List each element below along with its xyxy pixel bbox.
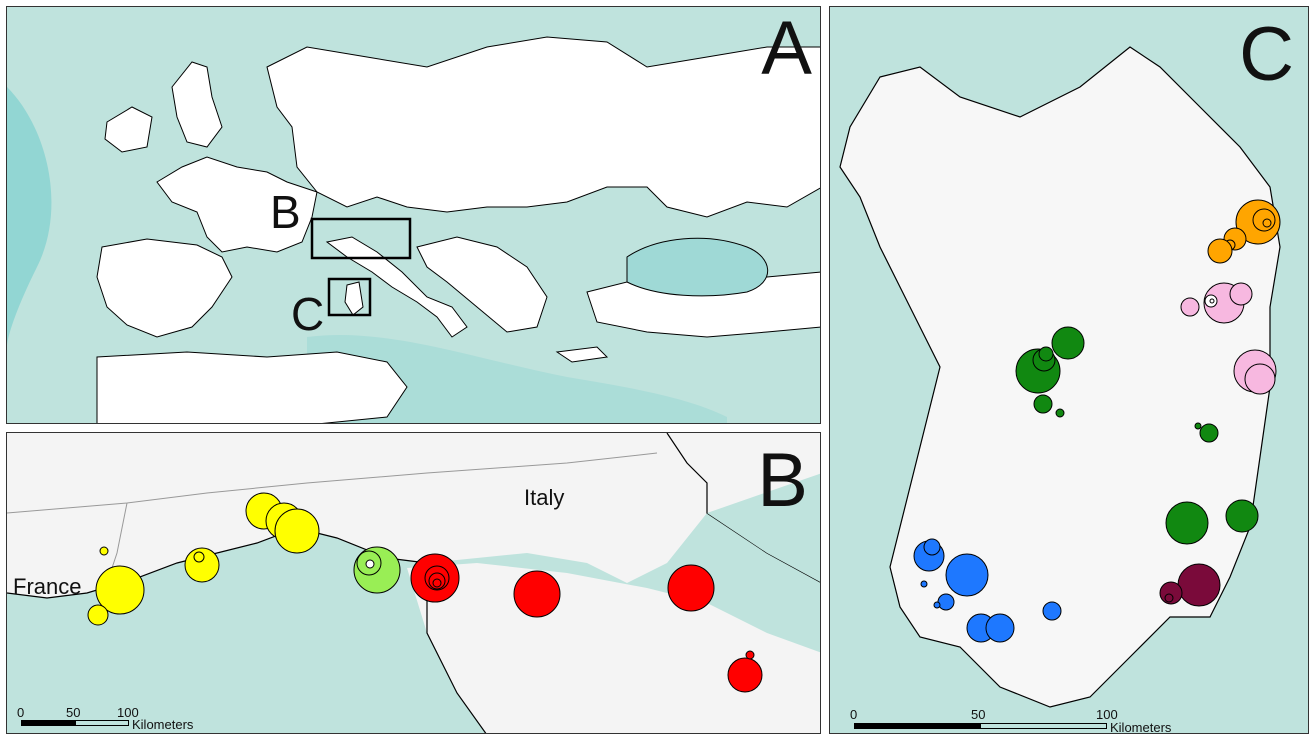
site-marker-pink	[1244, 363, 1276, 395]
site-marker-red	[745, 650, 755, 660]
iberia	[96, 238, 233, 338]
panel-label-b: B	[757, 438, 808, 523]
site-marker-yellow	[99, 546, 109, 556]
balkans	[416, 236, 548, 333]
site-marker-dark-green	[1194, 422, 1202, 430]
site-marker-yellow	[95, 565, 145, 615]
site-marker-orange	[1262, 218, 1272, 228]
scale-unit: Kilometers	[1110, 720, 1172, 734]
site-marker-blue	[945, 553, 989, 597]
scale-bar-graphic	[854, 723, 1107, 729]
country-label-france: France	[13, 574, 82, 599]
site-marker-maroon	[1177, 563, 1221, 607]
scale-tick-100: 100	[1096, 707, 1118, 722]
site-marker-dark-green	[1033, 394, 1053, 414]
panel-label-c: C	[1239, 12, 1294, 97]
scale-tick-50: 50	[66, 705, 81, 720]
site-marker-dark-green	[1165, 501, 1209, 545]
site-marker-blue	[937, 593, 955, 611]
scale-tick-50: 50	[971, 707, 986, 722]
scale-bar-graphic	[21, 720, 129, 726]
site-marker-maroon	[1164, 593, 1174, 603]
site-marker-yellow	[87, 604, 109, 626]
ligurian-coastline	[7, 527, 428, 599]
inset-c-rectangle	[327, 277, 372, 317]
site-marker-dark-green	[1038, 346, 1054, 362]
sardinia-island	[839, 46, 1281, 708]
adriatic-sea	[707, 473, 820, 582]
italy	[325, 236, 468, 338]
site-marker-red	[513, 570, 561, 618]
map-panel-europe: A B C	[6, 6, 821, 424]
great-britain	[171, 61, 223, 148]
site-marker-orange	[1207, 238, 1233, 264]
map-panel-northern-italy: B France Italy 0 50 100 Kilometers	[6, 432, 821, 734]
site-marker-red	[667, 564, 715, 612]
site-marker-blue	[923, 538, 941, 556]
crete	[555, 346, 609, 363]
site-marker-blue	[933, 601, 941, 609]
central-italy-land	[407, 563, 820, 733]
site-marker-dark-green	[1051, 326, 1085, 360]
site-marker-red	[432, 578, 442, 588]
site-marker-dark-green	[1055, 408, 1065, 418]
atlantic-deep-water	[7, 87, 52, 347]
site-marker-dark-green	[1199, 423, 1219, 443]
site-marker-pink	[1180, 297, 1200, 317]
panel-label-a: A	[761, 6, 812, 91]
mediterranean-deep-water	[307, 335, 727, 423]
site-marker-yellow	[184, 547, 220, 583]
inset-label-c: C	[291, 288, 325, 340]
sardinia-map	[839, 46, 1281, 708]
alps-plains-land	[7, 433, 820, 598]
map-panel-sardinia: C 0 50 100 Kilometers	[829, 6, 1309, 734]
site-marker-blue	[920, 580, 928, 588]
scale-tick-0: 0	[850, 707, 858, 722]
site-marker-dark-green	[1225, 499, 1259, 533]
scale-unit: Kilometers	[132, 717, 194, 732]
site-marker-pink	[1209, 298, 1215, 304]
central-eastern-europe	[266, 36, 820, 218]
site-marker-light-green	[365, 559, 375, 569]
country-label-italy: Italy	[524, 485, 565, 510]
site-marker-red	[727, 657, 763, 693]
scale-tick-0: 0	[17, 705, 25, 720]
scale-tick-100: 100	[117, 705, 139, 720]
north-africa	[96, 351, 408, 423]
northern-italy-map	[7, 433, 820, 733]
site-marker-blue	[985, 613, 1015, 643]
site-marker-yellow	[193, 551, 205, 563]
france	[156, 156, 318, 253]
inset-label-b: B	[270, 186, 301, 238]
site-marker-blue	[1042, 601, 1062, 621]
site-marker-pink	[1229, 282, 1253, 306]
sardinia-small	[344, 281, 364, 316]
site-marker-yellow	[274, 508, 320, 554]
ireland	[104, 106, 153, 153]
inset-b-rectangle	[310, 217, 412, 260]
europe-map	[7, 36, 820, 423]
black-sea	[626, 237, 769, 297]
